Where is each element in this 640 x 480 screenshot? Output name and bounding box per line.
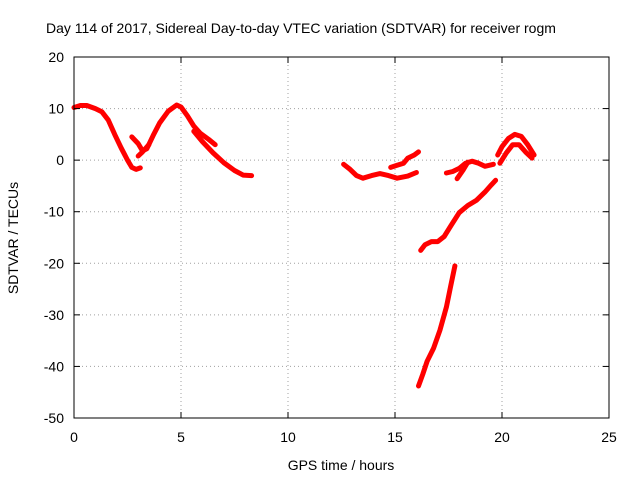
x-tick-label: 25 xyxy=(601,429,617,445)
x-tick-label: 15 xyxy=(387,429,403,445)
y-tick-label: 10 xyxy=(48,101,64,117)
y-tick-label: -40 xyxy=(44,358,64,374)
series-segment xyxy=(443,158,496,176)
x-tick-label: 0 xyxy=(70,429,78,445)
y-tick-label: -20 xyxy=(44,255,64,271)
series-layer xyxy=(71,102,537,389)
x-tick-label: 5 xyxy=(177,429,185,445)
series-segment xyxy=(416,263,458,389)
series-segment xyxy=(191,128,255,179)
series-segment xyxy=(454,159,471,182)
x-axis-label: GPS time / hours xyxy=(288,457,395,473)
tick-layer: 0 5 10 15 20 25 -50 -40 -30 -20 -10 0 10 20 xyxy=(44,49,617,445)
series-segment xyxy=(71,103,143,172)
y-tick-label: -50 xyxy=(44,410,64,426)
series-segment xyxy=(418,177,499,253)
x-tick-label: 20 xyxy=(494,429,510,445)
series-segment xyxy=(497,142,535,166)
series-segment xyxy=(135,142,152,159)
y-tick-label: 0 xyxy=(56,152,64,168)
series-segment xyxy=(388,149,421,170)
x-tick-label: 10 xyxy=(280,429,296,445)
y-tick-label: 20 xyxy=(48,49,64,65)
chart-title: Day 114 of 2017, Sidereal Day-to-day VTE… xyxy=(46,20,556,36)
y-tick-label: -10 xyxy=(44,204,64,220)
y-axis-label: SDTVAR / TECUs xyxy=(5,182,21,294)
series-segment xyxy=(341,161,419,181)
y-tick-label: -30 xyxy=(44,307,64,323)
grid-layer xyxy=(74,57,609,418)
plot-frame xyxy=(73,56,610,419)
series-segment xyxy=(495,131,537,158)
